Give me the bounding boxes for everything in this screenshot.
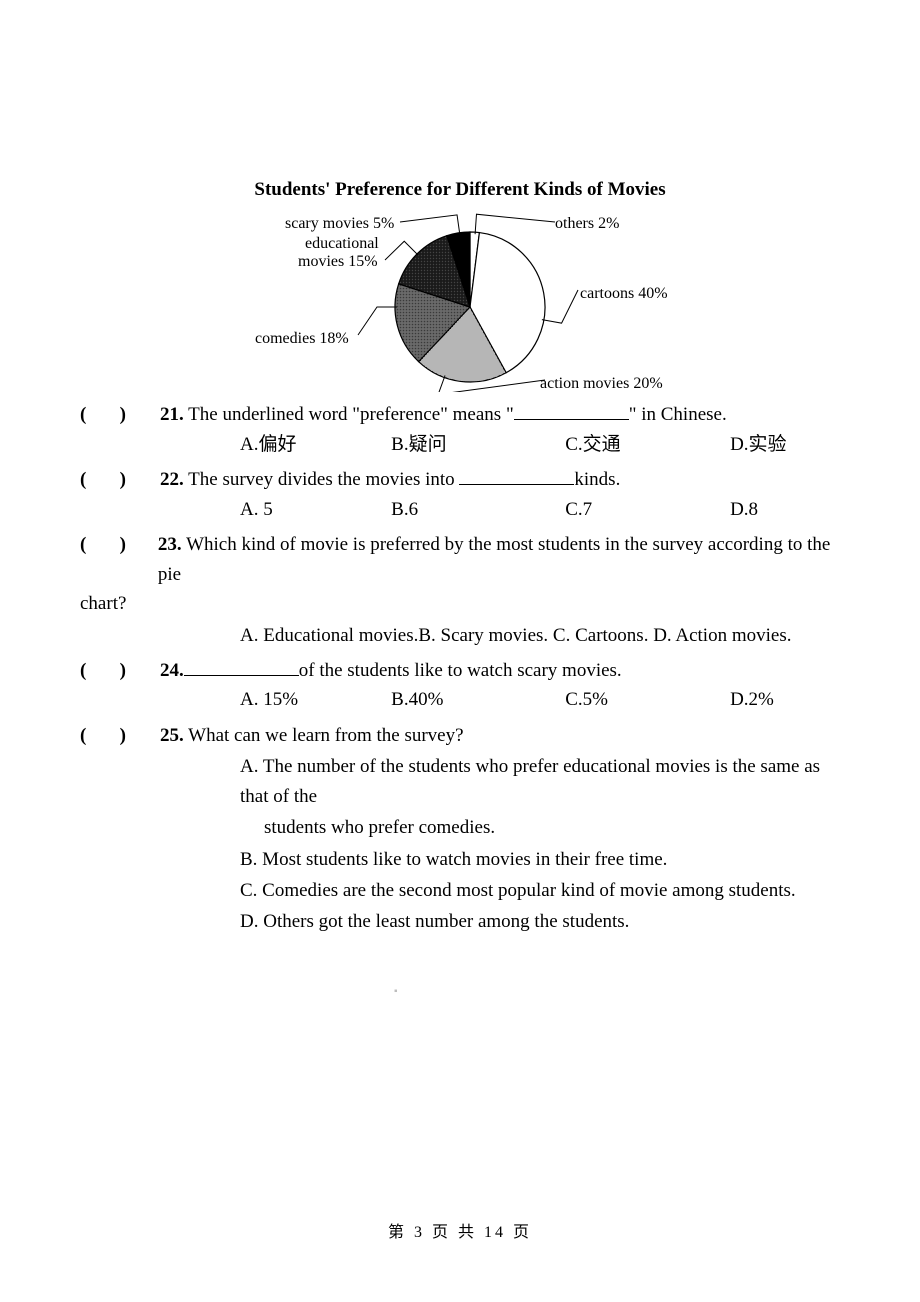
label-action: action movies 20% — [540, 372, 663, 397]
answer-blank-25: ( ) — [80, 721, 160, 750]
q21-opt-b: B.疑问 — [391, 430, 565, 459]
label-others: others 2% — [555, 212, 619, 237]
q21-opt-d: D.实验 — [730, 430, 840, 459]
q22-options: A. 5 B.6 C.7 D.8 — [240, 495, 840, 524]
q25-options: A. The number of the students who prefer… — [240, 752, 840, 937]
label-edu-2: movies 15% — [298, 250, 378, 275]
watermark-icon: ▪ — [394, 986, 398, 997]
q21-opt-c: C.交通 — [565, 430, 730, 459]
q23-text: 23. Which kind of movie is preferred by … — [158, 530, 840, 589]
q25-opt-a2: students who prefer comedies. — [264, 813, 840, 842]
q22-opt-d: D.8 — [730, 495, 840, 524]
q21-opt-a: A.偏好 — [240, 430, 391, 459]
q22-text: 22. The survey divides the movies into k… — [160, 465, 620, 494]
answer-blank-22: ( ) — [80, 465, 160, 494]
q22-opt-a: A. 5 — [240, 495, 391, 524]
q25-opt-b: B. Most students like to watch movies in… — [240, 845, 840, 874]
answer-blank-21: ( ) — [80, 400, 160, 429]
q25-opt-a1: A. The number of the students who prefer… — [240, 752, 840, 811]
q24-opt-b: B.40% — [391, 685, 565, 714]
label-comedies: comedies 18% — [255, 327, 349, 352]
page-footer: 第 3 页 共 14 页 — [0, 1218, 920, 1242]
q23-options: A. Educational movies.B. Scary movies. C… — [240, 621, 840, 650]
q24-opt-a: A. 15% — [240, 685, 391, 714]
q22-opt-c: C.7 — [565, 495, 730, 524]
answer-blank-24: ( ) — [80, 656, 160, 685]
q25-opt-d: D. Others got the least number among the… — [240, 907, 840, 936]
q21-text: 21. The underlined word "preference" mea… — [160, 400, 727, 429]
label-cartoons: cartoons 40% — [580, 282, 668, 307]
q22-opt-b: B.6 — [391, 495, 565, 524]
q24-opt-c: C.5% — [565, 685, 730, 714]
q24-text: 24.of the students like to watch scary m… — [160, 656, 622, 685]
answer-blank-23: ( ) — [80, 530, 158, 559]
q25-opt-c: C. Comedies are the second most popular … — [240, 876, 840, 905]
q21-options: A.偏好 B.疑问 C.交通 D.实验 — [240, 430, 840, 459]
q25-text: 25. What can we learn from the survey? — [160, 721, 464, 750]
pie-chart: scary movies 5% educational movies 15% o… — [210, 212, 710, 392]
q24-opt-d: D.2% — [730, 685, 840, 714]
q23-cont: chart? — [80, 589, 840, 618]
q24-options: A. 15% B.40% C.5% D.2% — [240, 685, 840, 714]
chart-title: Students' Preference for Different Kinds… — [80, 175, 840, 204]
